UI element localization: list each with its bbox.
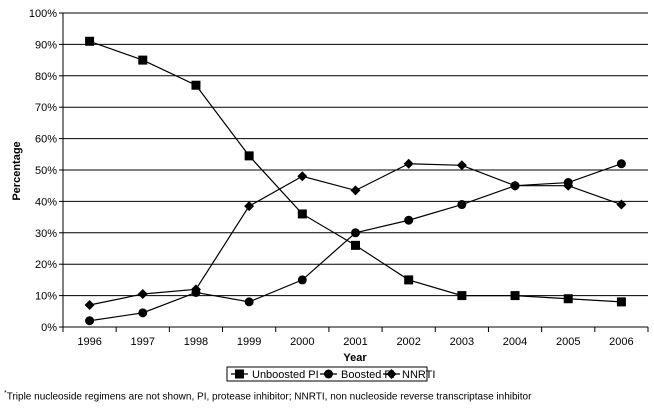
- nnrti-point: [190, 284, 201, 295]
- legend-nnrti-marker: [386, 369, 397, 379]
- nnrti-point: [297, 171, 308, 182]
- nnrti-point: [403, 158, 414, 169]
- nnrti-point: [244, 201, 255, 212]
- footnote-text: Triple nucleoside regimens are not shown…: [6, 391, 532, 403]
- boosted-pi-point: [85, 316, 95, 326]
- nnrti-point: [350, 185, 361, 196]
- nnrti-point: [616, 199, 627, 210]
- x-tick-label: 1998: [184, 336, 208, 348]
- y-tick-label: 90%: [35, 39, 57, 51]
- axes: [59, 12, 649, 332]
- unboosted-pi-point: [510, 291, 520, 301]
- unboosted-pi-point: [404, 275, 414, 285]
- legend-label: NNRTI: [402, 369, 435, 381]
- y-tick-label: 80%: [35, 71, 57, 83]
- legend: Unboosted PI Boosted PI NNRTI: [226, 366, 435, 382]
- footnote-mark: *: [4, 390, 7, 397]
- boosted-pi-point: [351, 228, 360, 238]
- y-tick-label: 30%: [35, 228, 57, 240]
- y-tick-label: 70%: [35, 102, 57, 114]
- x-axis-title: Year: [343, 352, 367, 364]
- unboosted-pi-point: [297, 209, 307, 219]
- unboosted-pi-point: [563, 294, 573, 304]
- unboosted-pi-point: [85, 36, 95, 46]
- y-tick-label: 50%: [35, 165, 57, 177]
- x-tick-label: 2006: [609, 336, 633, 348]
- nnrti-point: [84, 300, 95, 311]
- y-tick-label: 20%: [35, 259, 57, 271]
- nnrti-point: [563, 180, 574, 191]
- y-tick-label: 100%: [29, 8, 57, 20]
- y-tick-label: 0%: [41, 322, 57, 334]
- unboosted-pi-point: [191, 80, 201, 90]
- y-tick-label: 60%: [35, 134, 57, 146]
- unboosted-pi-point: [244, 151, 254, 161]
- x-tick-label: 2004: [503, 336, 527, 348]
- x-tick-label: 2005: [556, 336, 580, 348]
- y-axis-title: Percentage: [11, 141, 23, 200]
- footnote: *Triple nucleoside regimens are not show…: [4, 387, 652, 404]
- nnrti-point: [456, 160, 467, 171]
- x-tick-label: 2001: [343, 336, 367, 348]
- unboosted-pi-point: [138, 55, 148, 65]
- x-tick-label: 1996: [77, 336, 101, 348]
- x-tick-label: 2002: [396, 336, 420, 348]
- x-tick-label: 2003: [450, 336, 474, 348]
- boosted-pi-point: [457, 200, 467, 210]
- y-tick-label: 10%: [35, 291, 57, 303]
- x-tick-label: 1999: [237, 336, 261, 348]
- unboosted-pi-point: [616, 297, 626, 307]
- x-tick-label: 1997: [131, 336, 155, 348]
- boosted-pi-point: [138, 308, 148, 318]
- x-tick-label: 2000: [290, 336, 314, 348]
- unboosted-pi-point: [351, 240, 360, 250]
- boosted-pi-point: [244, 297, 254, 307]
- gridlines: [63, 12, 648, 297]
- legend-label: Boosted PI: [341, 369, 395, 381]
- x-axis-tick-labels: 1996 1997 1998 1999 2000 2001 2002 2003 2004 2005…: [77, 336, 633, 348]
- boosted-pi-point: [404, 215, 414, 225]
- legend-unboosted-pi-marker: [235, 369, 244, 379]
- nnrti-point: [510, 180, 521, 191]
- legend-boosted-pi-marker: [324, 369, 333, 379]
- unboosted-pi-line: [89, 40, 622, 303]
- y-tick-label: 40%: [35, 196, 57, 208]
- boosted-pi-point: [297, 275, 307, 285]
- legend-label: Unboosted PI: [252, 369, 319, 381]
- y-axis-tick-labels: 0% 10% 20% 30% 40% 50% 60% 70% 80% 90% 100%: [29, 8, 57, 334]
- unboosted-pi-point: [457, 291, 467, 301]
- data-series: [84, 36, 627, 326]
- line-chart: 0%10%20%30%40%50%60%70%80%90%100% 1996 19…: [11, 8, 649, 382]
- boosted-pi-point: [616, 159, 626, 169]
- nnrti-point: [137, 289, 148, 300]
